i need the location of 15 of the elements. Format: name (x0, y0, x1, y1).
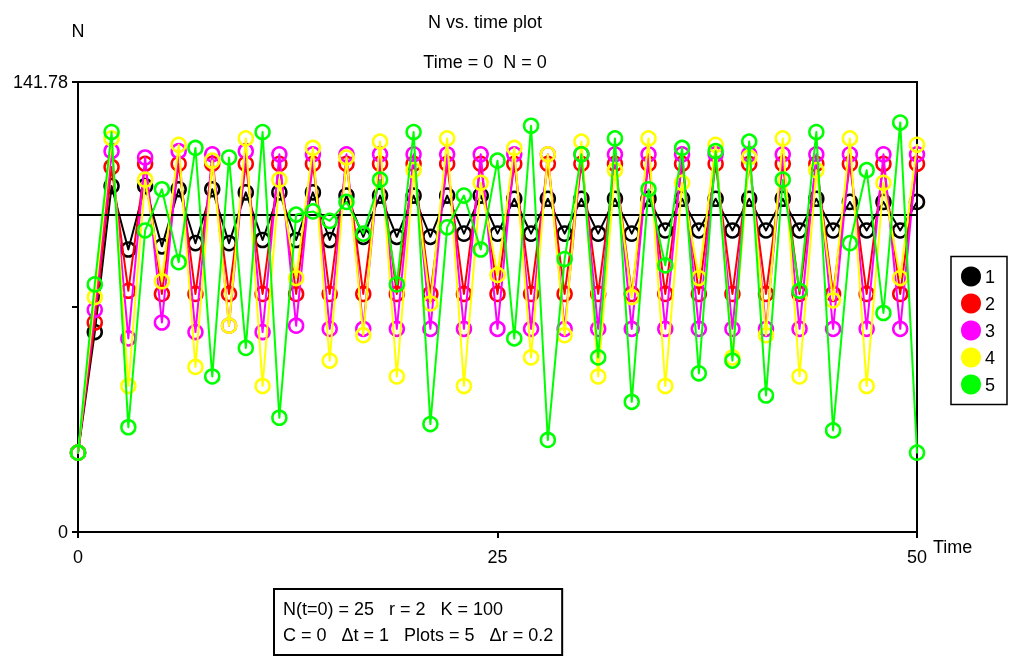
x-axis-title: Time (932, 537, 973, 557)
x-tick-label: 25 (487, 547, 508, 567)
text: N(t=0) = 25 r = 2 K = 100 (283, 599, 504, 619)
x-tick-label: 0 (72, 547, 84, 567)
legend-label: 2 (984, 293, 995, 314)
legend-label: 5 (984, 374, 995, 395)
y-tick-label: 141.78 (12, 72, 68, 92)
legend-label: 1 (984, 266, 995, 287)
legend-label: 4 (984, 347, 995, 368)
legend-label: 3 (984, 320, 995, 341)
text: C = 0 Δt = 1 Plots = 5 Δr = 0.2 (283, 625, 554, 645)
y-axis-title: N (71, 21, 85, 41)
x-tick-label: 50 (906, 547, 928, 567)
chart-title: N vs. time plot (427, 12, 543, 32)
chart-subtitle: Time = 0 N = 0 (423, 52, 547, 72)
